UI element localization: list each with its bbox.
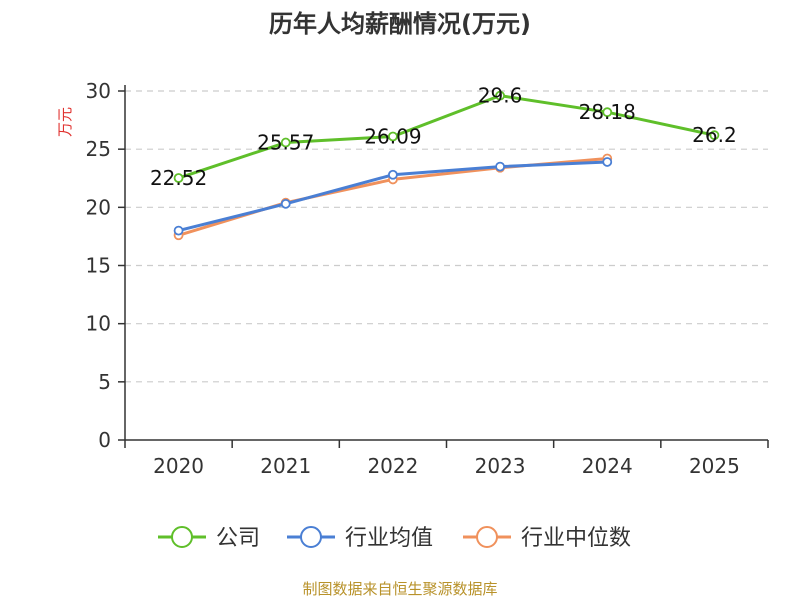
chart-title: 历年人均薪酬情况(万元) <box>269 10 531 38</box>
point-1-2022[interactable] <box>388 169 398 180</box>
x-tick-label-2023: 2023 <box>475 454 526 478</box>
legend-item-1[interactable]: 行业均值 <box>287 526 433 551</box>
x-tick-label-2022: 2022 <box>367 454 418 478</box>
x-tick-label-2020: 2020 <box>153 454 204 478</box>
point-0-2020[interactable] <box>173 173 184 183</box>
legend-label-2: 行业中位数 <box>521 526 631 551</box>
source-footnote: 制图数据来自恒生聚源数据库 <box>302 580 497 598</box>
legend-marker-2 <box>476 526 498 548</box>
legend-label-0: 公司 <box>216 526 260 551</box>
point-1-2024[interactable] <box>602 157 613 167</box>
point-0-2025[interactable] <box>709 130 720 141</box>
point-0-2021[interactable] <box>280 137 291 148</box>
y-tick-label-0: 0 <box>98 428 111 452</box>
point-0-2022[interactable] <box>388 131 398 142</box>
data-label-2023: 29.6 <box>478 84 523 108</box>
data-label-2024: 28.18 <box>579 100 636 124</box>
x-tick-label-2024: 2024 <box>582 454 633 478</box>
legend-item-2[interactable]: 行业中位数 <box>463 526 631 551</box>
legend-label-1: 行业均值 <box>345 526 433 551</box>
point-1-2021[interactable] <box>280 198 291 209</box>
point-1-2020[interactable] <box>173 225 184 236</box>
y-tick-label-20: 20 <box>86 195 111 219</box>
point-0-2023[interactable] <box>495 90 505 101</box>
series-line-0 <box>178 94 715 180</box>
series-group <box>173 90 720 241</box>
y-tick-label-5: 5 <box>98 370 111 394</box>
legend-marker-0 <box>171 526 193 548</box>
data-label-2022: 26.09 <box>364 124 421 148</box>
data-labels: 22.52 25.57 26.09 29.6 28.18 26.2 <box>150 84 737 190</box>
legend[interactable]: 公司 行业均值 行业中位数 <box>158 526 631 551</box>
legend-item-0[interactable]: 公司 <box>158 526 260 551</box>
y-tick-label-25: 25 <box>86 137 111 161</box>
x-tick-label-2021: 2021 <box>260 454 311 478</box>
y-axis-label: 万元 <box>56 107 74 137</box>
gridlines <box>125 90 768 383</box>
x-tick-label-2025: 2025 <box>689 454 740 478</box>
point-1-2023[interactable] <box>495 161 505 172</box>
point-0-2024[interactable] <box>602 107 613 118</box>
legend-marker-1 <box>300 526 322 548</box>
y-tick-label-15: 15 <box>86 254 111 278</box>
data-label-2021: 25.57 <box>257 131 314 155</box>
data-label-2025: 26.2 <box>692 123 737 147</box>
data-label-2020: 22.52 <box>150 166 207 190</box>
y-tick-label-30: 30 <box>86 79 111 103</box>
y-tick-label-10: 10 <box>86 312 111 336</box>
